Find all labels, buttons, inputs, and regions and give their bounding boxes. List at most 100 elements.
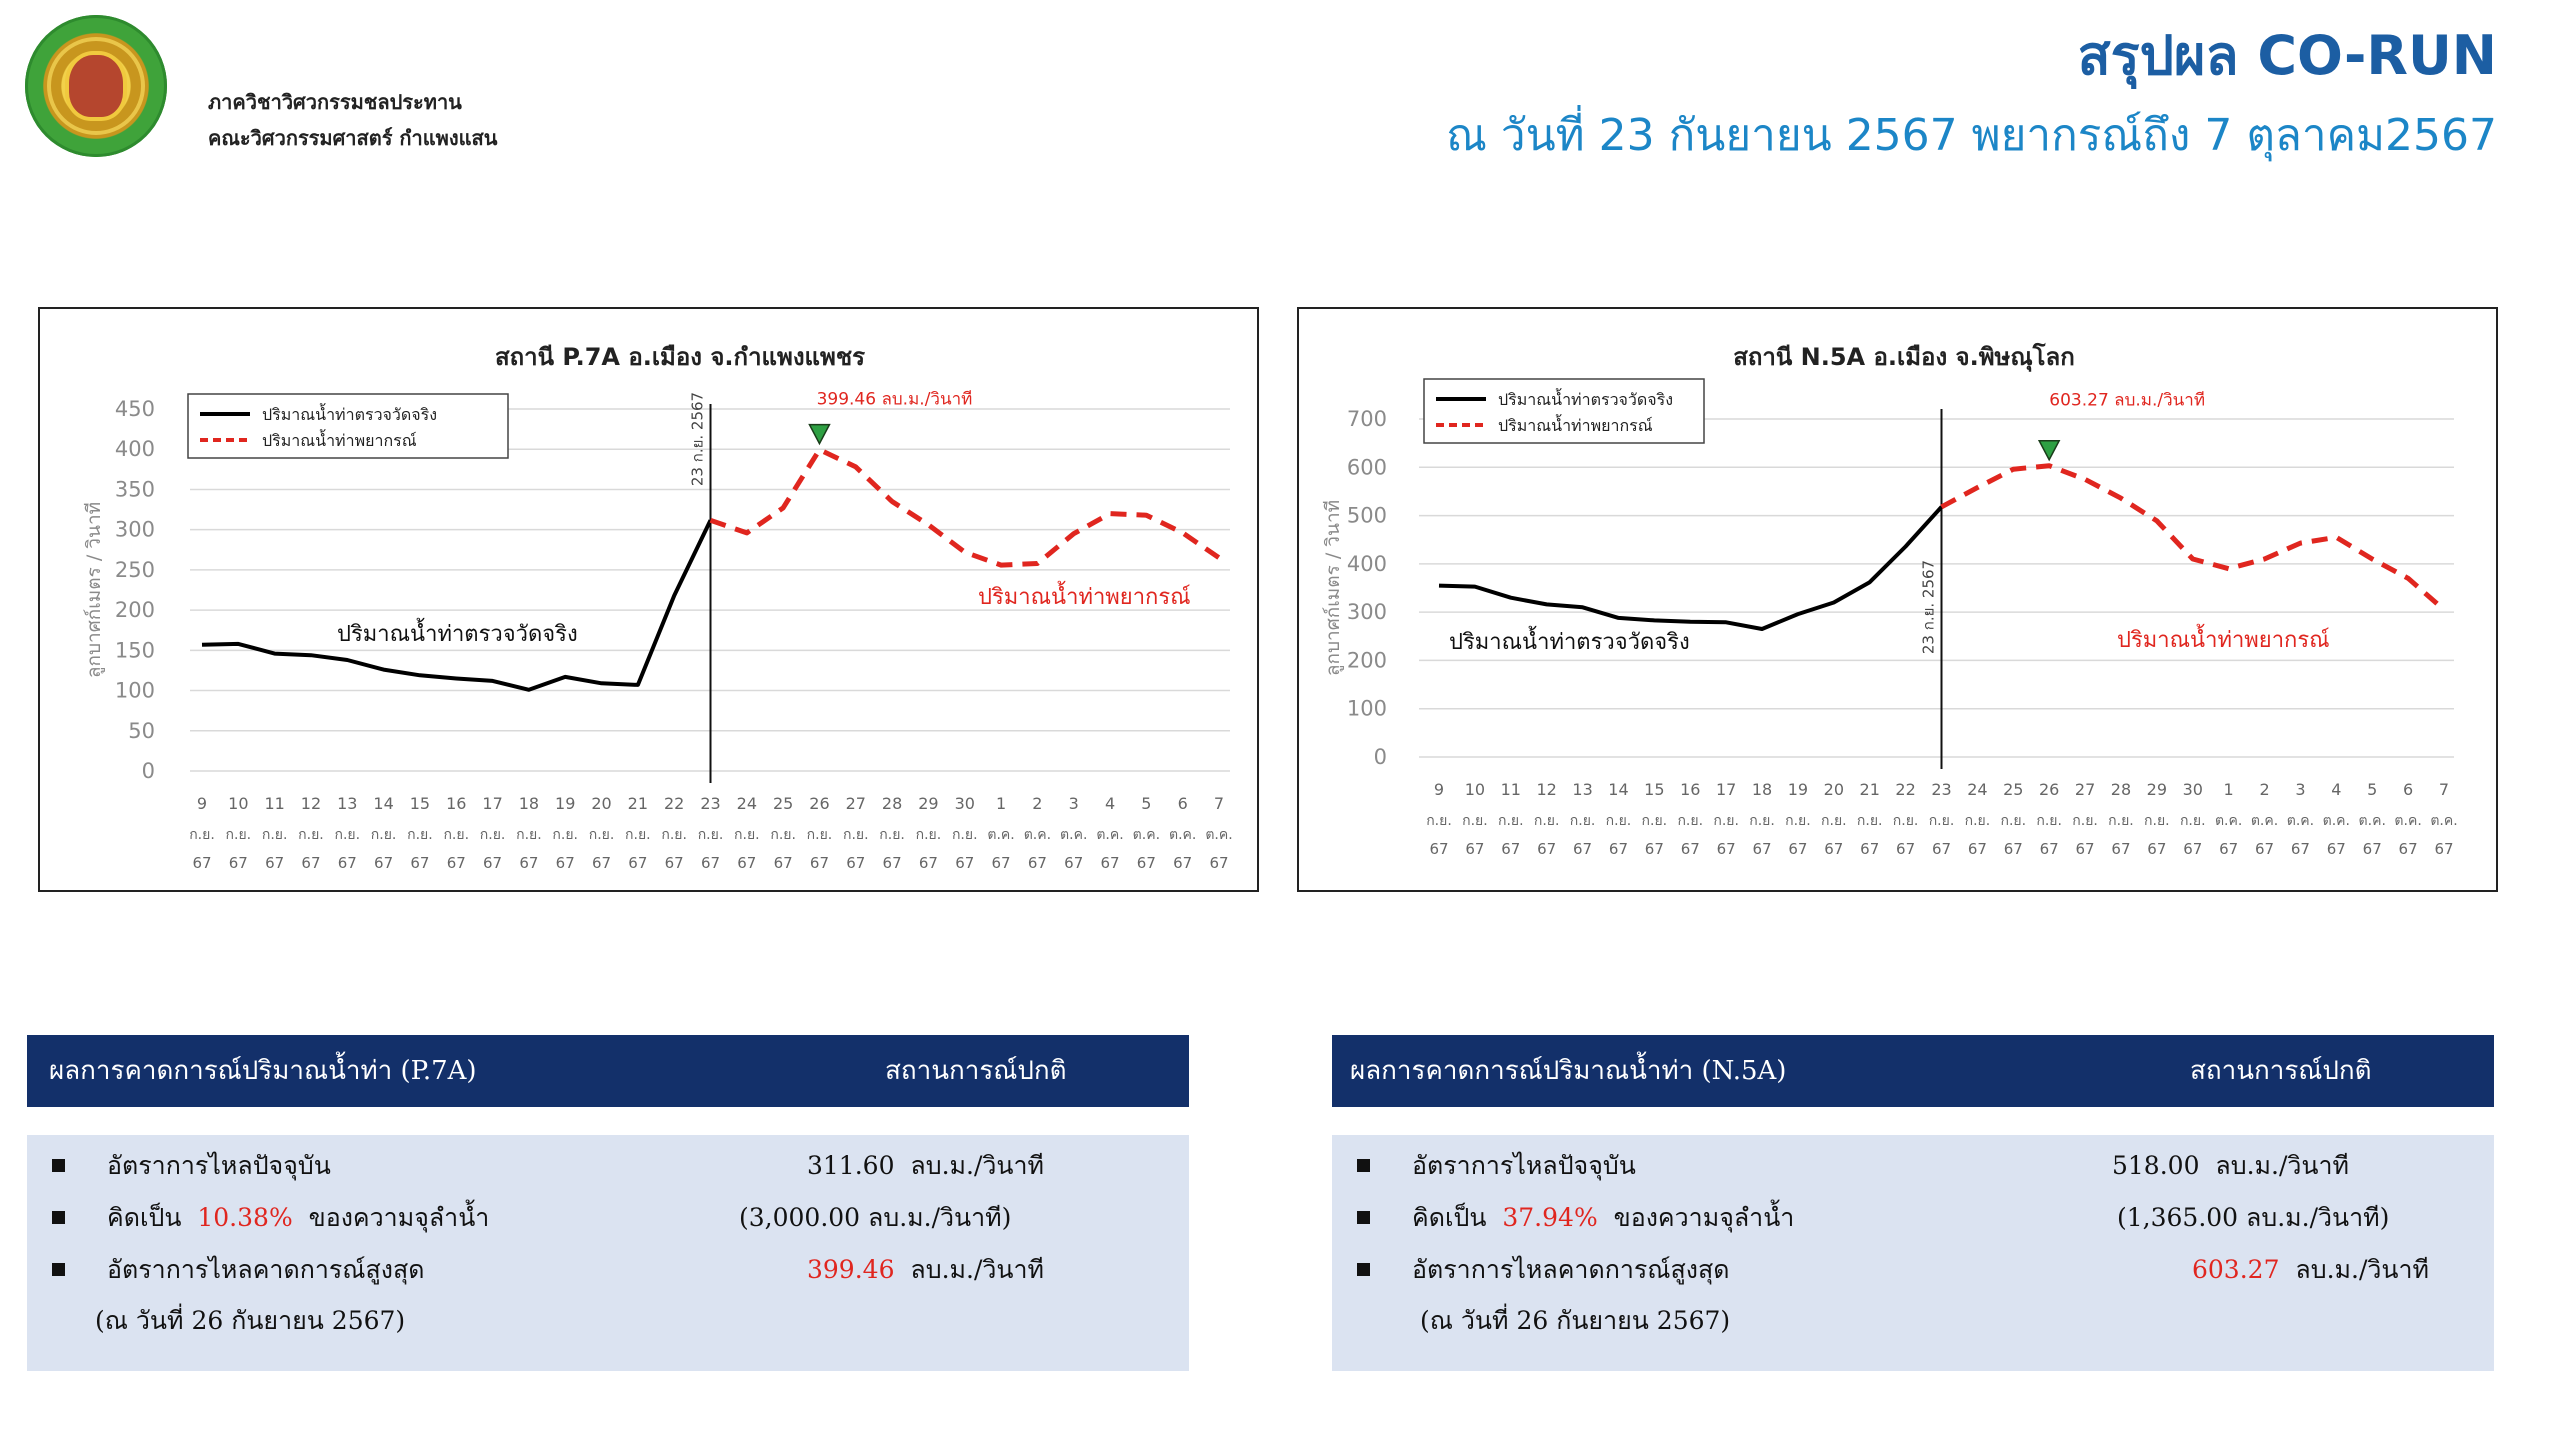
x-tick-month: ต.ค. [1133, 827, 1160, 843]
x-tick-year: 67 [2363, 840, 2382, 858]
observed-series-line [201, 519, 713, 692]
x-tick-year: 67 [1932, 840, 1951, 858]
x-tick-day: 3 [1069, 794, 1079, 813]
x-tick-day: 28 [882, 794, 902, 813]
legend-label-forecast: ปริมาณน้ำท่าพยากรณ์ [262, 429, 417, 450]
x-tick-year: 67 [2111, 840, 2130, 858]
y-tick-label: 700 [1347, 407, 1387, 431]
legend-box [1423, 378, 1705, 444]
current-flow-value: 518.00 ลบ.ม./วินาที [2112, 1151, 2350, 1180]
x-tick-year: 67 [955, 854, 974, 872]
x-tick-day: 13 [337, 794, 357, 813]
x-tick-month: ก.ย. [1785, 813, 1811, 829]
x-tick-year: 67 [919, 854, 938, 872]
y-tick-label: 0 [1374, 745, 1387, 769]
x-tick-day: 7 [1214, 794, 1224, 813]
observed-annotation: ปริมาณน้ำท่าตรวจวัดจริง [337, 618, 578, 647]
reference-line-label: 23 ก.ย. 2567 [689, 392, 707, 486]
x-tick-month: ก.ย. [407, 827, 433, 843]
y-tick-label: 400 [115, 437, 155, 461]
x-tick-day: 29 [918, 794, 938, 813]
x-tick-year: 67 [1968, 840, 1987, 858]
x-tick-month: ก.ย. [1534, 813, 1560, 829]
x-tick-day: 2 [2259, 780, 2269, 799]
x-tick-month: ก.ย. [1929, 813, 1955, 829]
x-tick-year: 67 [2255, 840, 2274, 858]
x-tick-year: 67 [1173, 854, 1192, 872]
y-tick-label: 600 [1347, 455, 1387, 479]
x-tick-year: 67 [556, 854, 575, 872]
x-tick-month: ก.ย. [589, 827, 615, 843]
x-tick-month: ก.ย. [625, 827, 651, 843]
x-tick-year: 67 [2219, 840, 2238, 858]
x-tick-year: 67 [737, 854, 756, 872]
x-tick-day: 11 [264, 794, 284, 813]
y-tick-label: 100 [1347, 697, 1387, 721]
x-tick-month: ก.ย. [1677, 813, 1703, 829]
x-tick-month: ก.ย. [1642, 813, 1668, 829]
x-tick-month: ก.ย. [879, 827, 905, 843]
status-label: สถานการณ์ปกติ [885, 1056, 1067, 1086]
chart-panel-n5a: สถานี N.5A อ.เมือง จ.พิษณุโลก 0 100 200 300 4… [1297, 307, 2498, 892]
x-tick-month: ก.ย. [916, 827, 942, 843]
chart-n5a: สถานี N.5A อ.เมือง จ.พิษณุโลก 0 100 200 300 4… [1322, 342, 2458, 858]
channel-capacity: (1,365.00 ลบ.ม./วินาที) [2117, 1203, 2390, 1232]
x-tick-month: ก.ย. [480, 827, 506, 843]
faculty-logo [25, 15, 167, 157]
x-tick-month: ก.ย. [262, 827, 288, 843]
bullet-icon [1357, 1159, 1370, 1172]
department-line-2: คณะวิศวกรรมศาสตร์ กำแพงแสน [208, 126, 498, 150]
y-tick-label: 300 [115, 518, 155, 542]
x-tick-year: 67 [1028, 854, 1047, 872]
peak-flow-label: อัตราการไหลคาดการณ์สูงสุด [107, 1255, 425, 1284]
y-axis-label: ลูกบาศก์เมตร / วินาที [83, 502, 105, 678]
result-header-n5a: ผลการคาดการณ์ปริมาณน้ำท่า (N.5A) สถานการ… [1332, 1035, 2494, 1107]
x-tick-year: 67 [1537, 840, 1556, 858]
x-tick-day: 22 [1895, 780, 1915, 799]
x-tick-day: 1 [2224, 780, 2234, 799]
x-tick-day: 18 [519, 794, 539, 813]
x-tick-month: ก.ย. [226, 827, 252, 843]
x-tick-year: 67 [519, 854, 538, 872]
bullet-icon [52, 1263, 65, 1276]
x-tick-day: 20 [591, 794, 611, 813]
x-tick-month: ก.ย. [298, 827, 324, 843]
x-tick-day: 12 [301, 794, 321, 813]
x-tick-day: 3 [2295, 780, 2305, 799]
x-tick-year: 67 [1573, 840, 1592, 858]
forecast-annotation: ปริมาณน้ำท่าพยากรณ์ [2117, 624, 2330, 653]
peak-date: (ณ วันที่ 26 กันยายน 2567) [95, 1306, 406, 1335]
x-tick-year: 67 [2291, 840, 2310, 858]
current-flow-value: 311.60 ลบ.ม./วินาที [807, 1151, 1045, 1180]
x-tick-month: ก.ย. [807, 827, 833, 843]
peak-value-label: 399.46 ลบ.ม./วินาที [817, 390, 973, 410]
x-tick-day: 7 [2439, 780, 2449, 799]
x-tick-year: 67 [1645, 840, 1664, 858]
x-tick-day: 24 [1967, 780, 1987, 799]
x-tick-year: 67 [1896, 840, 1915, 858]
x-tick-year: 67 [301, 854, 320, 872]
x-tick-year: 67 [2076, 840, 2095, 858]
x-tick-month: ต.ค. [1169, 827, 1196, 843]
x-tick-month: ต.ค. [2394, 813, 2421, 829]
x-tick-month: ก.ย. [1426, 813, 1452, 829]
y-tick-label: 250 [115, 558, 155, 582]
forecast-series-line [1940, 463, 2446, 612]
chart-p7a: สถานี P.7A อ.เมือง จ.กำแพงแพชร 0 50 100 150 2… [83, 343, 1233, 872]
x-tick-day: 4 [2331, 780, 2341, 799]
x-tick-year: 67 [592, 854, 611, 872]
department-line-1: ภาควิชาวิศวกรรมชลประทาน [208, 90, 462, 114]
y-tick-label: 500 [1347, 504, 1387, 528]
x-tick-month: ก.ย. [1893, 813, 1919, 829]
x-tick-year: 67 [1681, 840, 1700, 858]
result-header-label: ผลการคาดการณ์ปริมาณน้ำท่า (N.5A) [1350, 1056, 1787, 1086]
x-tick-month: ก.ย. [734, 827, 760, 843]
x-tick-year: 67 [2040, 840, 2059, 858]
y-tick-label: 350 [115, 477, 155, 501]
x-tick-day: 30 [955, 794, 975, 813]
x-tick-month: ก.ย. [1821, 813, 1847, 829]
x-tick-month: ก.ย. [1965, 813, 1991, 829]
x-tick-year: 67 [265, 854, 284, 872]
result-body-p7a: อัตราการไหลปัจจุบัน 311.60 ลบ.ม./วินาที … [27, 1135, 1189, 1371]
y-tick-label: 300 [1347, 600, 1387, 624]
